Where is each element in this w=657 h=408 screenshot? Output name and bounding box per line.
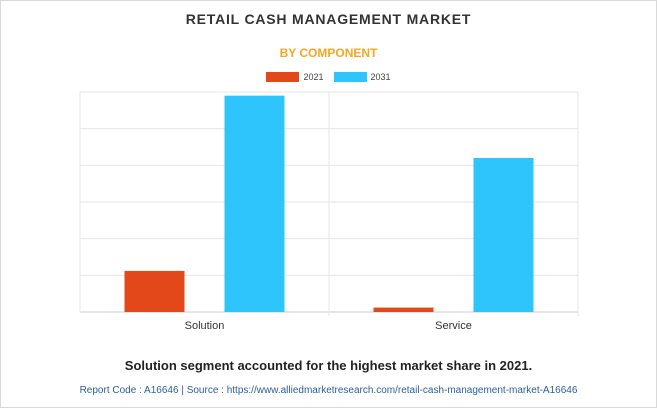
x-tick-label: Solution	[185, 320, 225, 332]
legend-item-2021[interactable]: 2021	[266, 72, 324, 82]
chart-title: RETAIL CASH MANAGEMENT MARKET	[185, 11, 472, 27]
bar-service-2031	[473, 158, 534, 312]
legend-swatch-2021	[266, 72, 300, 82]
legend: 2021 2031	[0, 72, 657, 82]
bar-solution-2031	[224, 95, 285, 313]
legend-label-2021: 2021	[303, 72, 324, 82]
bar-service-2021	[373, 307, 434, 312]
x-tick-label: Service	[435, 320, 472, 332]
legend-item-2031[interactable]: 2031	[333, 72, 391, 82]
legend-label-2031: 2031	[370, 72, 391, 82]
legend-swatch-2031	[333, 72, 367, 82]
bar-solution-2021	[124, 270, 185, 312]
chart-caption: Solution segment accounted for the highe…	[124, 358, 533, 373]
chart-subtitle: BY COMPONENT	[279, 46, 378, 60]
source-footer[interactable]: Report Code : A16646 | Source : https://…	[79, 385, 578, 396]
